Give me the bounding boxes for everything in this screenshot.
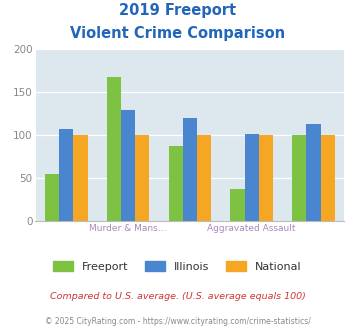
- Bar: [230, 189, 245, 221]
- Bar: [292, 135, 306, 221]
- Bar: [135, 135, 149, 221]
- Text: © 2025 CityRating.com - https://www.cityrating.com/crime-statistics/: © 2025 CityRating.com - https://www.city…: [45, 317, 310, 326]
- Text: Compared to U.S. average. (U.S. average equals 100): Compared to U.S. average. (U.S. average …: [50, 292, 305, 301]
- Bar: [73, 135, 88, 221]
- Bar: [245, 134, 259, 221]
- Bar: [169, 147, 183, 221]
- Legend: Freeport, Illinois, National: Freeport, Illinois, National: [49, 256, 306, 276]
- Bar: [121, 110, 135, 221]
- Bar: [259, 135, 273, 221]
- Bar: [321, 135, 335, 221]
- Text: Violent Crime Comparison: Violent Crime Comparison: [70, 26, 285, 41]
- Bar: [45, 174, 59, 221]
- Bar: [59, 129, 73, 221]
- Bar: [107, 77, 121, 221]
- Bar: [183, 118, 197, 221]
- Text: 2019 Freeport: 2019 Freeport: [119, 3, 236, 18]
- Bar: [306, 124, 321, 221]
- Bar: [197, 135, 211, 221]
